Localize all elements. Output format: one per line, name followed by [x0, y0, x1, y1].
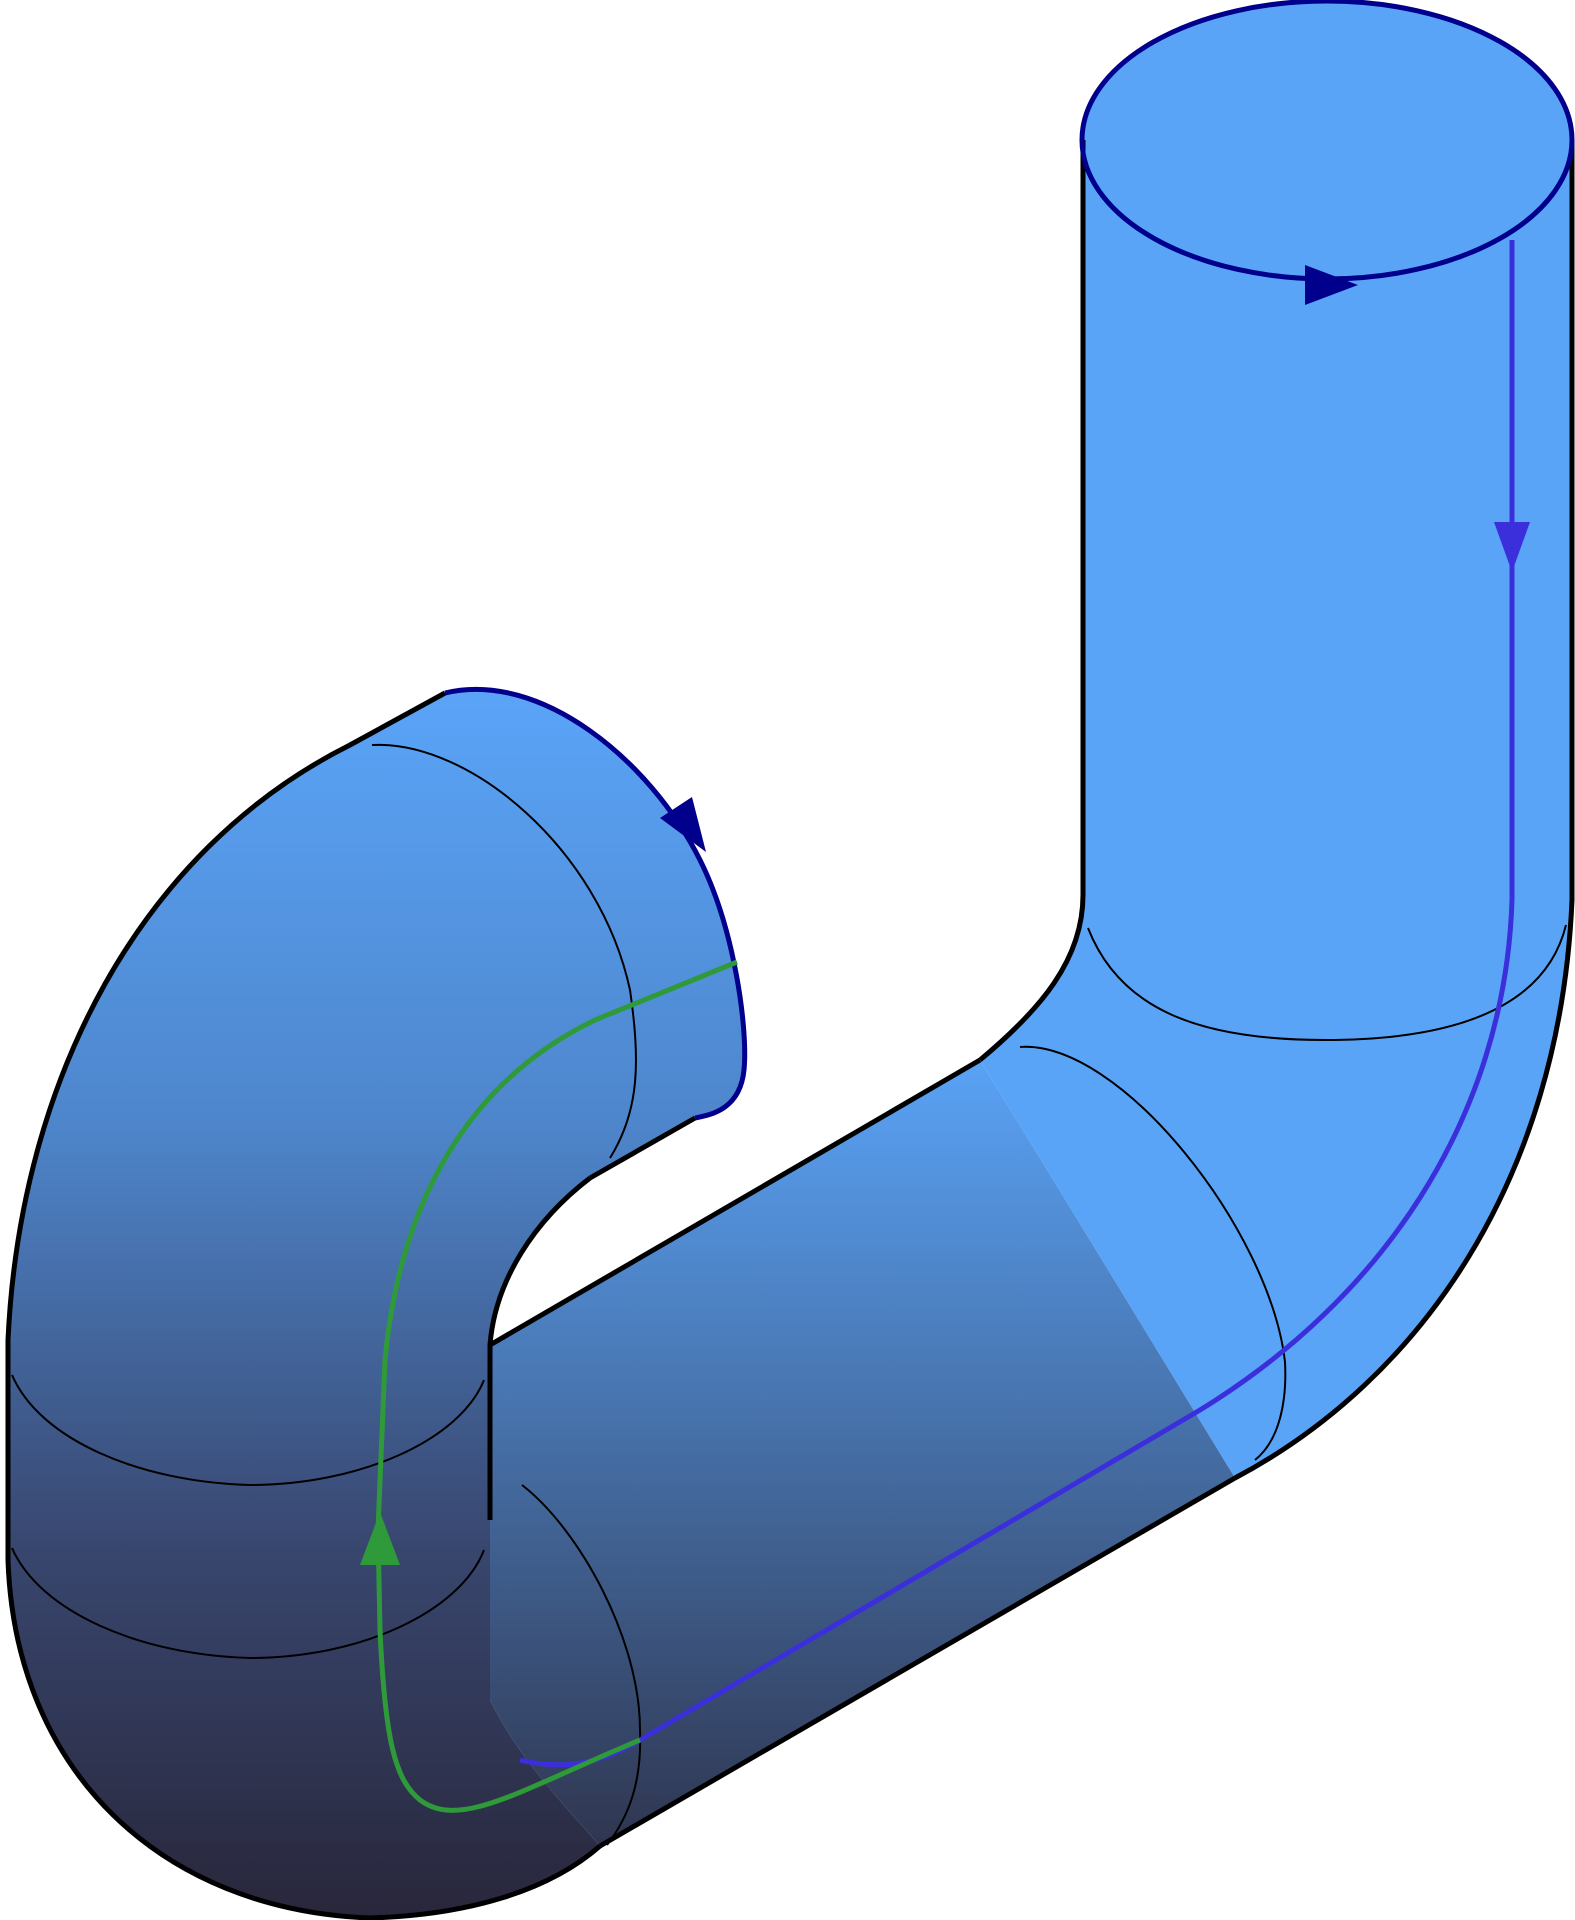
ring-diagonal-bottom [521, 1484, 642, 1846]
ring-left-top [371, 743, 637, 1159]
arrow-down-icon [1494, 522, 1530, 572]
ring-left-lower [11, 1547, 485, 1660]
pipe-outline [5, 140, 1575, 1920]
ring-right-vertical [1087, 924, 1567, 1042]
ring-diagonal-top [1019, 1045, 1287, 1461]
top-cap-fill [1082, 1, 1572, 279]
ring-left-middle [11, 1374, 485, 1487]
right-pipe-fill [980, 140, 1572, 1478]
diagonal-pipe-fill [490, 1060, 1235, 1846]
outline-diagonal-bottom [598, 1475, 1237, 1849]
arrow-right-icon [1305, 265, 1358, 305]
outline-left-outer [5, 742, 602, 1920]
green-curve [375, 959, 738, 1813]
outline-right-vertical-right [1233, 140, 1575, 1481]
outline-left-top-edge [348, 690, 447, 748]
left-bend-fill [8, 689, 745, 1918]
section-lines [11, 743, 1567, 1846]
arrow-down-right-icon [660, 797, 706, 852]
left-cap-boundary [444, 686, 748, 1121]
outline-left-cap-bottom [588, 1115, 697, 1181]
arrow-up-icon [360, 1512, 400, 1565]
outline-diagonal-top [488, 1057, 982, 1348]
arrows [360, 265, 1530, 1565]
pipe-fill [8, 1, 1572, 1918]
outline-right-vertical-left [978, 140, 1086, 1062]
outline-inner-bend [487, 1176, 592, 1520]
